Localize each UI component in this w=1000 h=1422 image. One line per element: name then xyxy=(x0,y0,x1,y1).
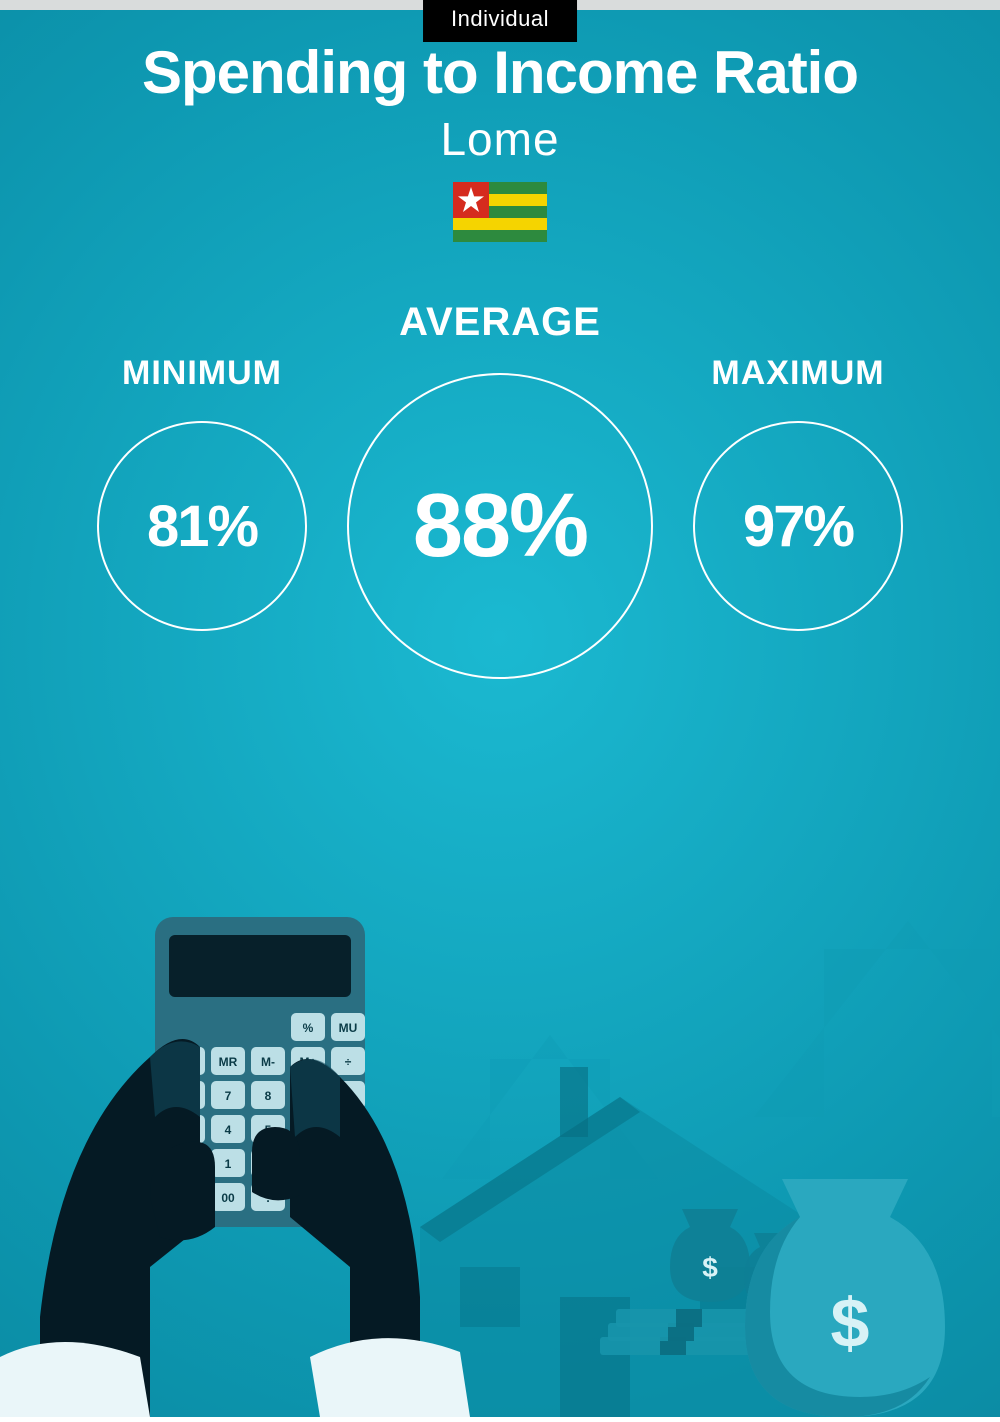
svg-text:4: 4 xyxy=(225,1123,232,1137)
svg-text:MU: MU xyxy=(339,1021,358,1035)
svg-text:M-: M- xyxy=(261,1055,275,1069)
stat-minimum: MINIMUM 81% xyxy=(97,300,307,631)
stat-average-value: 88% xyxy=(413,475,587,578)
svg-text:÷: ÷ xyxy=(345,1055,352,1069)
svg-text:7: 7 xyxy=(225,1089,232,1103)
page-title: Spending to Income Ratio xyxy=(0,38,1000,107)
stat-maximum: MAXIMUM 97% xyxy=(693,300,903,631)
svg-text:8: 8 xyxy=(265,1089,272,1103)
stat-maximum-label: MAXIMUM xyxy=(711,354,884,393)
city-name: Lome xyxy=(0,112,1000,166)
stat-minimum-circle: 81% xyxy=(97,421,307,631)
togo-flag-icon xyxy=(453,182,547,242)
svg-text:$: $ xyxy=(702,1252,718,1283)
svg-text:00: 00 xyxy=(221,1191,235,1205)
stat-average-label: AVERAGE xyxy=(399,300,601,345)
stat-average: AVERAGE 88% xyxy=(347,300,653,679)
stat-average-circle: 88% xyxy=(347,373,653,679)
category-tab: Individual xyxy=(423,0,577,42)
stats-row: MINIMUM 81% AVERAGE 88% MAXIMUM 97% xyxy=(0,300,1000,679)
stat-minimum-label: MINIMUM xyxy=(122,354,282,393)
svg-text:%: % xyxy=(303,1021,314,1035)
stat-minimum-value: 81% xyxy=(147,493,257,560)
svg-text:MR: MR xyxy=(219,1055,238,1069)
stat-maximum-value: 97% xyxy=(743,493,853,560)
finance-illustration: $$$%MUMCMRM-M+÷+/-789x▶456−C/A123000. xyxy=(0,797,1000,1417)
stat-maximum-circle: 97% xyxy=(693,421,903,631)
svg-text:$: $ xyxy=(831,1284,870,1362)
svg-text:1: 1 xyxy=(225,1157,232,1171)
